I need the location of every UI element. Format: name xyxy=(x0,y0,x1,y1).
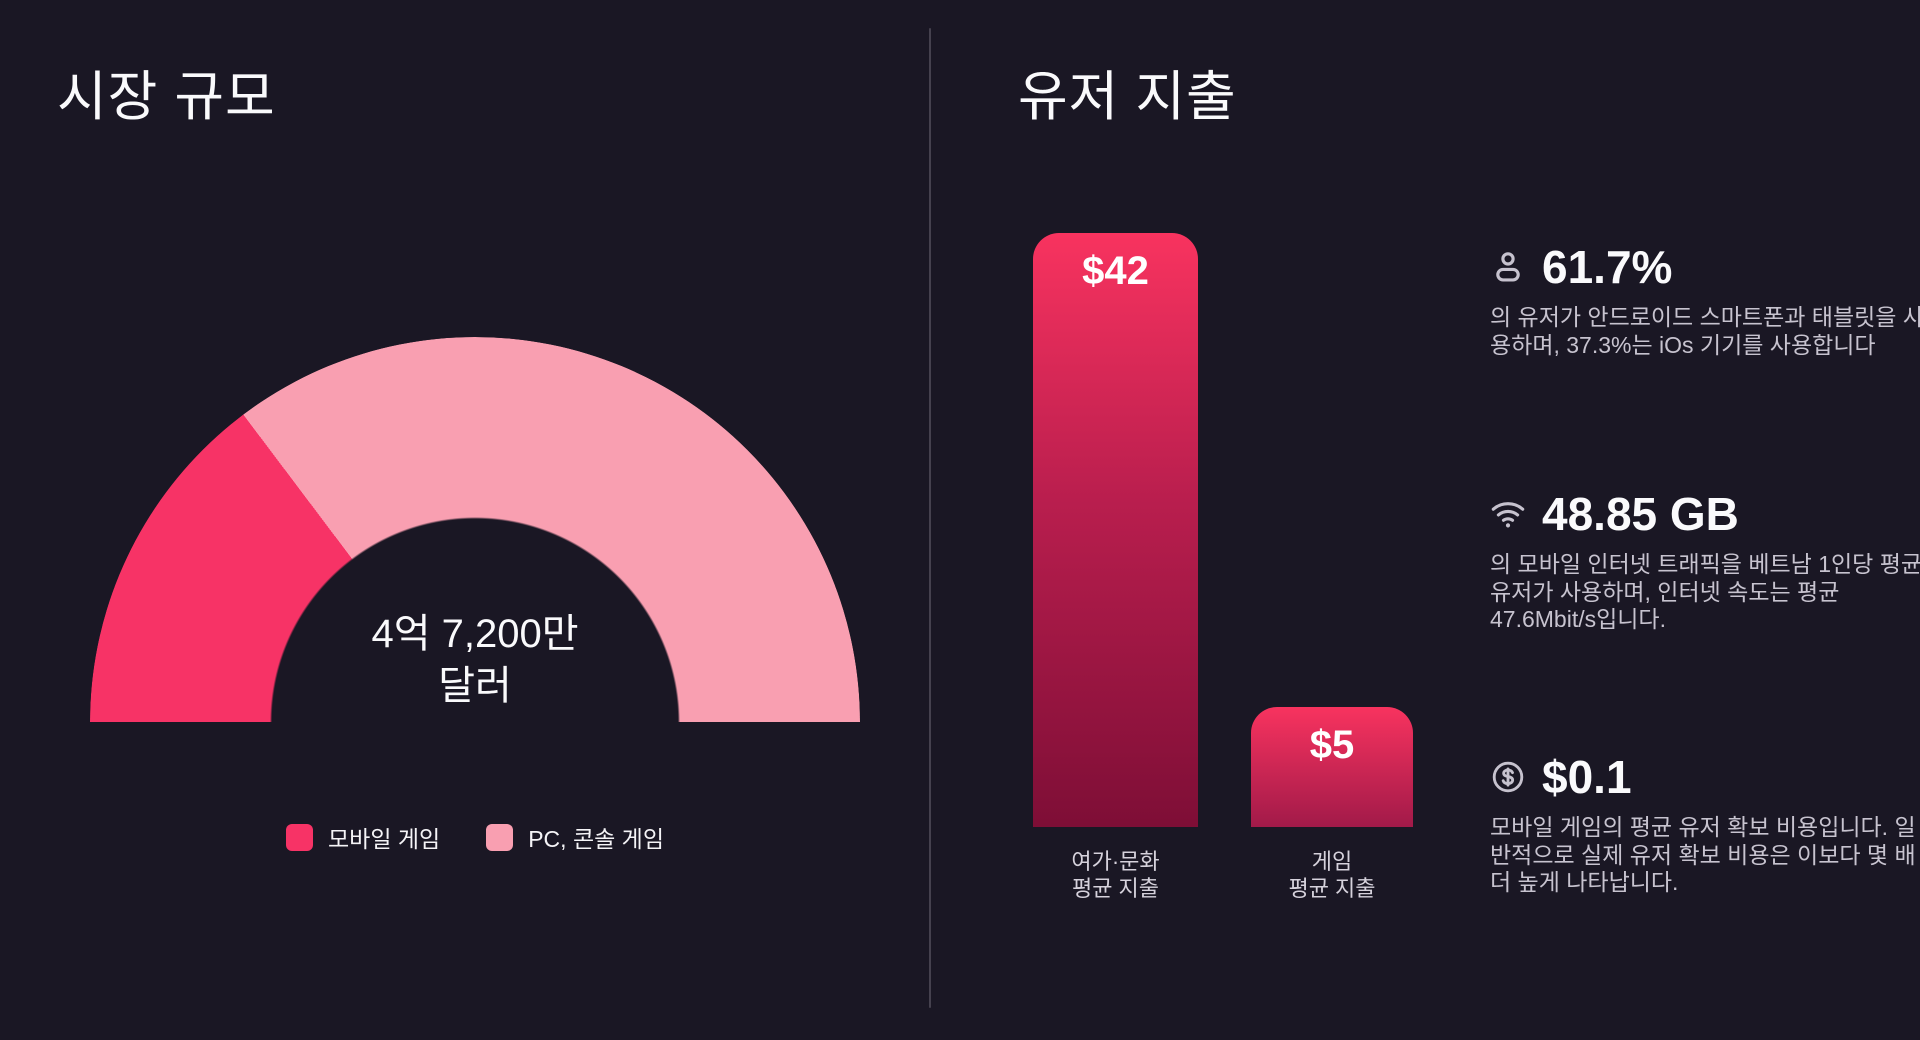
legend-label-mobile-games: 모바일 게임 xyxy=(328,826,441,852)
donut-center-value: 4억 7,200만 달러 xyxy=(90,608,860,712)
bar-label-game-line1: 게임 xyxy=(1311,849,1353,874)
bar-value-leisure-culture: $42 xyxy=(1082,249,1149,293)
stat-description-acquisition-cost: 모바일 게임의 평균 유저 확보 비용입니다. 일반적으로 실제 유저 확보 비… xyxy=(1490,814,1916,895)
bar-label-game: 게임 평균 지출 xyxy=(1251,848,1413,902)
user-spending-title: 유저 지출 xyxy=(1018,67,1237,127)
bar-label-leisure-culture-line1: 여가·문화 xyxy=(1071,849,1160,874)
donut-center-value-line1: 4억 7,200만 xyxy=(371,612,579,656)
market-size-semi-donut-chart xyxy=(90,337,860,722)
donut-center-value-line2: 달러 xyxy=(438,664,512,708)
stat-value-device-share: 61.7% xyxy=(1542,241,1673,293)
bar-value-game: $5 xyxy=(1309,723,1355,767)
bar-label-leisure-culture: 여가·문화 평균 지출 xyxy=(1033,848,1198,902)
stat-block-device-share: 61.7% 의 유저가 안드로이드 스마트폰과 태블릿을 사용하며, 37.3%… xyxy=(1490,240,1920,359)
dollar-circle-icon xyxy=(1490,759,1526,795)
stat-header-internet-traffic: 48.85 GB xyxy=(1490,487,1920,541)
market-size-title: 시장 규모 xyxy=(57,67,276,127)
person-icon xyxy=(1490,249,1526,285)
legend-item-mobile-games: 모바일 게임 xyxy=(286,820,440,854)
stat-header-device-share: 61.7% xyxy=(1490,240,1920,294)
donut-legend: 모바일 게임 PC, 콘솔 게임 xyxy=(90,820,860,854)
stat-description-device-share: 의 유저가 안드로이드 스마트폰과 태블릿을 사용하며, 37.3%는 iOs … xyxy=(1490,304,1920,358)
bar-leisure-culture-spending: $42 xyxy=(1033,233,1198,827)
wifi-icon xyxy=(1490,496,1526,532)
stat-block-internet-traffic: 48.85 GB 의 모바일 인터넷 트래픽을 베트남 1인당 평균 유저가 사… xyxy=(1490,487,1920,634)
legend-swatch-mobile-games xyxy=(286,823,314,851)
stat-value-internet-traffic: 48.85 GB xyxy=(1542,488,1739,540)
stat-block-acquisition-cost: $0.1 모바일 게임의 평균 유저 확보 비용입니다. 일반적으로 실제 유저… xyxy=(1490,750,1920,897)
stat-value-acquisition-cost: $0.1 xyxy=(1542,751,1632,803)
stat-header-acquisition-cost: $0.1 xyxy=(1490,750,1920,804)
legend-item-pc-console-games: PC, 콘솔 게임 xyxy=(486,820,664,854)
legend-label-pc-console-games: PC, 콘솔 게임 xyxy=(528,826,664,852)
stat-description-internet-traffic: 의 모바일 인터넷 트래픽을 베트남 1인당 평균 유저가 사용하며, 인터넷 … xyxy=(1490,551,1920,632)
bar-label-leisure-culture-line2: 평균 지출 xyxy=(1071,876,1160,901)
section-divider xyxy=(929,28,931,1008)
bar-game-spending: $5 xyxy=(1251,707,1413,827)
legend-swatch-pc-console-games xyxy=(486,823,514,851)
bar-label-game-line2: 평균 지출 xyxy=(1288,876,1376,901)
